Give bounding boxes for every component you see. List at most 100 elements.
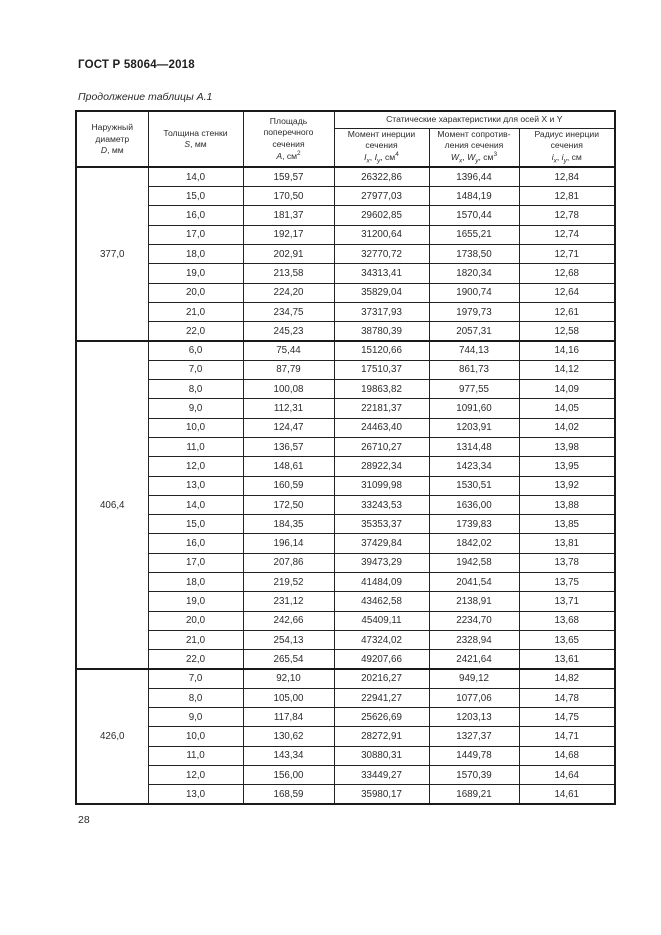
moment-of-inertia-cell: 41484,09 xyxy=(333,572,430,593)
table-row: 7,0 87,79 17510,37 861,73 14,12 xyxy=(76,359,616,381)
table-row: 22,0 245,23 38780,39 2057,31 12,58 xyxy=(76,321,616,342)
moment-of-inertia-cell: 25626,69 xyxy=(333,707,430,728)
radius-of-gyration-cell: 12,68 xyxy=(518,263,616,284)
header-radius-of-gyration-symbol: ix, iy, см xyxy=(551,151,582,165)
outer-diameter-cell: 426,0 xyxy=(75,668,149,805)
area-cell: 254,13 xyxy=(242,629,335,651)
wall-thickness-cell: 7,0 xyxy=(147,359,244,381)
area-cell: 245,23 xyxy=(242,321,335,342)
moment-of-inertia-cell: 28272,91 xyxy=(333,726,430,747)
wall-thickness-cell: 8,0 xyxy=(147,379,244,400)
radius-of-gyration-cell: 13,81 xyxy=(518,533,616,554)
area-cell: 75,44 xyxy=(242,340,335,361)
wall-thickness-cell: 21,0 xyxy=(147,629,244,651)
section-modulus-cell: 744,13 xyxy=(428,340,520,361)
wall-thickness-cell: 9,0 xyxy=(147,398,244,419)
table-row: 8,0 105,00 22941,27 1077,06 14,78 xyxy=(76,687,616,709)
area-cell: 184,35 xyxy=(242,514,335,535)
moment-of-inertia-cell: 43462,58 xyxy=(333,591,430,612)
radius-of-gyration-cell: 14,68 xyxy=(518,745,616,767)
radius-of-gyration-cell: 13,95 xyxy=(518,456,616,477)
radius-of-gyration-cell: 13,65 xyxy=(518,629,616,651)
table-row: 9,0 112,31 22181,37 1091,60 14,05 xyxy=(76,398,616,419)
section-modulus-cell: 2421,64 xyxy=(428,649,520,670)
wall-thickness-cell: 17,0 xyxy=(147,552,244,574)
area-cell: 242,66 xyxy=(242,610,335,631)
radius-of-gyration-cell: 12,58 xyxy=(518,321,616,342)
wall-thickness-cell: 15,0 xyxy=(147,514,244,535)
moment-of-inertia-cell: 31099,98 xyxy=(333,475,430,496)
area-cell: 196,14 xyxy=(242,533,335,554)
table-row: 10,0 124,47 24463,40 1203,91 14,02 xyxy=(76,417,616,439)
area-cell: 192,17 xyxy=(242,224,335,246)
section-modulus-cell: 1738,50 xyxy=(428,244,520,265)
table-body: 377,0 14,0 159,57 26322,86 1396,44 12,84 15,0 1… xyxy=(75,166,616,805)
moment-of-inertia-cell: 28922,34 xyxy=(333,456,430,477)
moment-of-inertia-cell: 37317,93 xyxy=(333,301,430,323)
radius-of-gyration-cell: 13,71 xyxy=(518,591,616,612)
wall-thickness-cell: 12,0 xyxy=(147,456,244,477)
area-cell: 219,52 xyxy=(242,572,335,593)
table-row: 17,0 207,86 39473,29 1942,58 13,78 xyxy=(76,552,616,574)
section-modulus-cell: 1979,73 xyxy=(428,301,520,323)
header-cross-section-area: Площадь поперечного сечения A, см2 xyxy=(242,110,335,168)
area-cell: 156,00 xyxy=(242,765,335,786)
radius-of-gyration-cell: 14,78 xyxy=(518,687,616,709)
pipe-section-characteristics-table: Наружный диаметр D, мм Толщина стенки S,… xyxy=(75,110,617,806)
table-row: 21,0 254,13 47324,02 2328,94 13,65 xyxy=(76,629,616,651)
radius-of-gyration-cell: 14,05 xyxy=(518,398,616,419)
radius-of-gyration-cell: 12,74 xyxy=(518,224,616,246)
area-cell: 105,00 xyxy=(242,687,335,709)
wall-thickness-cell: 22,0 xyxy=(147,321,244,342)
moment-of-inertia-cell: 47324,02 xyxy=(333,629,430,651)
moment-of-inertia-cell: 39473,29 xyxy=(333,552,430,574)
area-cell: 117,84 xyxy=(242,707,335,728)
area-cell: 207,86 xyxy=(242,552,335,574)
outer-diameter-cell: 377,0 xyxy=(75,166,149,342)
radius-of-gyration-cell: 14,02 xyxy=(518,417,616,439)
table-row: 13,0 160,59 31099,98 1530,51 13,92 xyxy=(76,475,616,496)
wall-thickness-cell: 7,0 xyxy=(147,668,244,689)
moment-of-inertia-cell: 27977,03 xyxy=(333,186,430,207)
table-row: 377,0 14,0 159,57 26322,86 1396,44 12,84 xyxy=(75,166,616,342)
table-row: 9,0 117,84 25626,69 1203,13 14,75 xyxy=(76,707,616,728)
section-modulus-cell: 1530,51 xyxy=(428,475,520,496)
document-title: ГОСТ Р 58064—2018 xyxy=(78,59,195,71)
header-wall-thickness-label: Толщина стенки xyxy=(163,127,228,138)
area-cell: 143,34 xyxy=(242,745,335,767)
area-cell: 100,08 xyxy=(242,379,335,400)
section-modulus-cell: 1739,83 xyxy=(428,514,520,535)
section-modulus-cell: 977,55 xyxy=(428,379,520,400)
area-cell: 136,57 xyxy=(242,436,335,458)
wall-thickness-cell: 20,0 xyxy=(147,610,244,631)
table-row: 20,0 224,20 35829,04 1900,74 12,64 xyxy=(76,282,616,303)
moment-of-inertia-cell: 49207,66 xyxy=(333,649,430,670)
radius-of-gyration-cell: 12,84 xyxy=(518,166,616,188)
page-number: 28 xyxy=(78,814,90,827)
moment-of-inertia-cell: 35980,17 xyxy=(333,784,430,805)
section-modulus-cell: 1314,48 xyxy=(428,436,520,458)
moment-of-inertia-cell: 32770,72 xyxy=(333,244,430,265)
radius-of-gyration-cell: 14,75 xyxy=(518,707,616,728)
radius-of-gyration-cell: 12,61 xyxy=(518,301,616,323)
wall-thickness-cell: 22,0 xyxy=(147,649,244,670)
table-row: 17,0 192,17 31200,64 1655,21 12,74 xyxy=(76,224,616,246)
header-cross-section-area-symbol: A, см2 xyxy=(276,150,301,161)
area-cell: 130,62 xyxy=(242,726,335,747)
wall-thickness-cell: 21,0 xyxy=(147,301,244,323)
section-modulus-cell: 861,73 xyxy=(428,359,520,381)
radius-of-gyration-cell: 14,64 xyxy=(518,765,616,786)
table-row: 20,0 242,66 45409,11 2234,70 13,68 xyxy=(76,610,616,631)
outer-diameter-cell: 406,4 xyxy=(75,340,149,670)
area-cell: 265,54 xyxy=(242,649,335,670)
moment-of-inertia-cell: 35353,37 xyxy=(333,514,430,535)
wall-thickness-cell: 14,0 xyxy=(147,166,244,188)
header-radius-of-gyration-label: Радиус инерции сечения xyxy=(534,128,600,151)
wall-thickness-cell: 13,0 xyxy=(147,475,244,496)
moment-of-inertia-cell: 30880,31 xyxy=(333,745,430,767)
radius-of-gyration-cell: 14,71 xyxy=(518,726,616,747)
moment-of-inertia-cell: 24463,40 xyxy=(333,417,430,439)
section-modulus-cell: 1449,78 xyxy=(428,745,520,767)
moment-of-inertia-cell: 20216,27 xyxy=(333,668,430,689)
area-cell: 148,61 xyxy=(242,456,335,477)
